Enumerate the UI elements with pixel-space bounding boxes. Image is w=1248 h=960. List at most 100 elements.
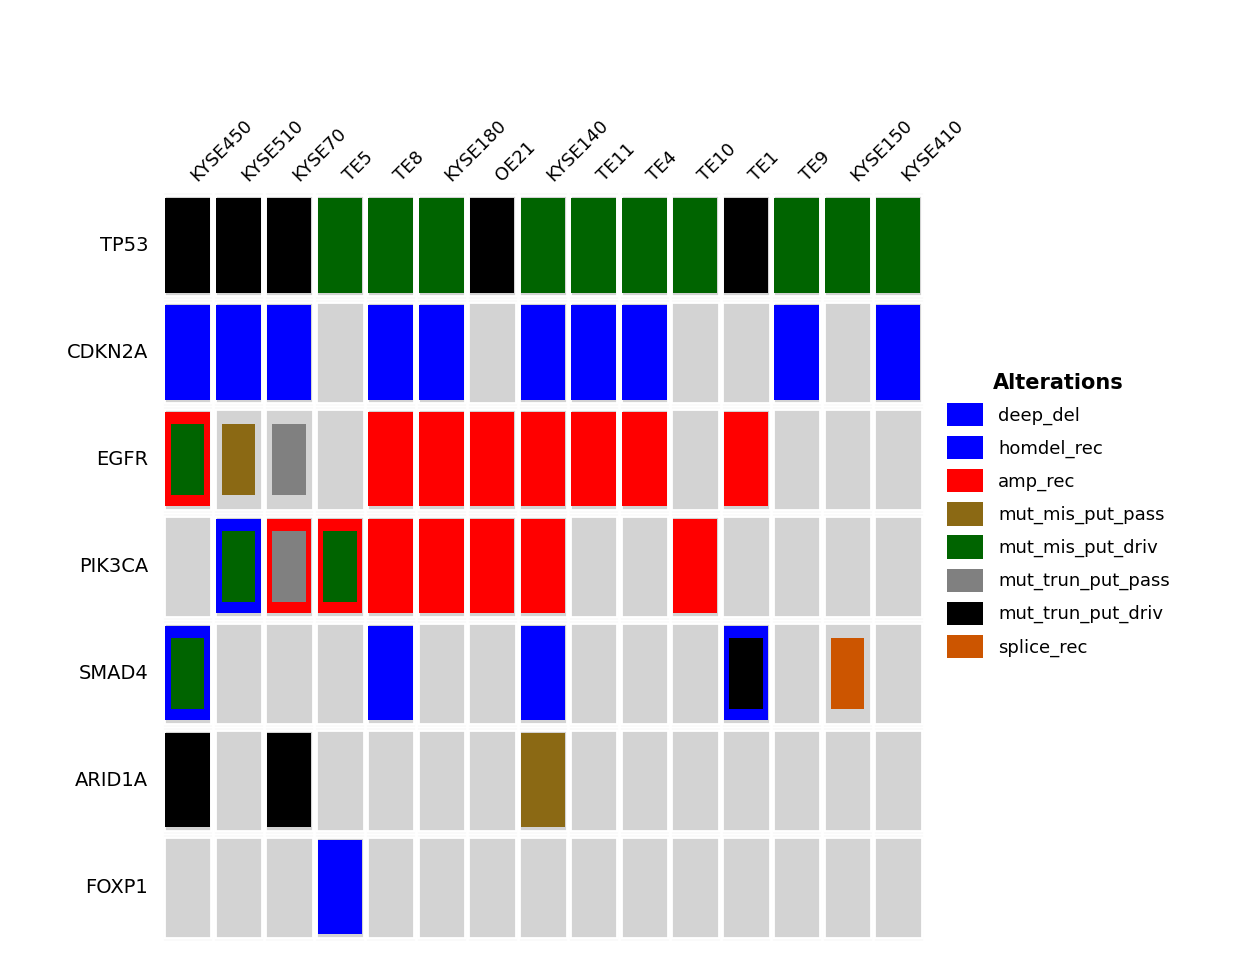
Bar <box>824 516 871 616</box>
Bar <box>831 638 864 708</box>
Bar <box>570 409 618 510</box>
Bar <box>620 302 668 403</box>
Bar <box>163 409 211 510</box>
Bar <box>215 302 262 403</box>
Bar <box>316 623 363 724</box>
Bar <box>572 199 617 293</box>
Bar <box>824 837 871 938</box>
Bar <box>163 195 211 296</box>
Bar <box>468 837 515 938</box>
Bar <box>723 730 770 830</box>
Bar <box>570 730 618 830</box>
Bar <box>215 623 262 724</box>
Bar <box>774 199 819 293</box>
Bar <box>368 413 413 507</box>
Bar <box>367 730 414 830</box>
Bar <box>368 305 413 399</box>
Bar <box>773 195 820 296</box>
Bar <box>620 837 668 938</box>
Bar <box>724 413 769 507</box>
Bar <box>519 516 567 616</box>
Bar <box>316 409 363 510</box>
Bar <box>266 302 313 403</box>
Bar <box>468 302 515 403</box>
Bar <box>367 409 414 510</box>
Bar <box>876 305 921 399</box>
Bar <box>418 302 466 403</box>
Bar <box>875 195 922 296</box>
Bar <box>671 837 719 938</box>
Bar <box>620 730 668 830</box>
Bar <box>620 409 668 510</box>
Bar <box>570 837 618 938</box>
Bar <box>671 409 719 510</box>
Bar <box>671 730 719 830</box>
Bar <box>419 305 464 399</box>
Bar <box>469 519 514 613</box>
Bar <box>673 199 718 293</box>
Bar <box>468 195 515 296</box>
Bar <box>171 424 205 494</box>
Bar <box>468 730 515 830</box>
Bar <box>469 413 514 507</box>
Bar <box>520 733 565 828</box>
Bar <box>825 199 870 293</box>
Bar <box>773 409 820 510</box>
Bar <box>267 519 312 613</box>
Bar <box>418 516 466 616</box>
Bar <box>724 199 769 293</box>
Bar <box>824 302 871 403</box>
Bar <box>620 623 668 724</box>
Bar <box>876 199 921 293</box>
Bar <box>215 195 262 296</box>
Bar <box>724 626 769 720</box>
Bar <box>266 195 313 296</box>
Bar <box>165 626 210 720</box>
Bar <box>570 195 618 296</box>
Bar <box>723 409 770 510</box>
Bar <box>368 199 413 293</box>
Bar <box>673 519 718 613</box>
Bar <box>671 302 719 403</box>
Bar <box>171 638 205 708</box>
Bar <box>520 305 565 399</box>
Bar <box>165 413 210 507</box>
Bar <box>317 199 362 293</box>
Bar <box>266 623 313 724</box>
Bar <box>622 305 666 399</box>
Bar <box>773 302 820 403</box>
Bar <box>419 413 464 507</box>
Bar <box>367 302 414 403</box>
Bar <box>773 516 820 616</box>
Bar <box>875 837 922 938</box>
Bar <box>316 302 363 403</box>
Bar <box>222 424 255 494</box>
Bar <box>572 305 617 399</box>
Bar <box>671 516 719 616</box>
Legend: deep_del, homdel_rec, amp_rec, mut_mis_put_pass, mut_mis_put_driv, mut_trun_put_: deep_del, homdel_rec, amp_rec, mut_mis_p… <box>940 366 1177 665</box>
Bar <box>215 837 262 938</box>
Bar <box>723 195 770 296</box>
Bar <box>572 413 617 507</box>
Bar <box>163 837 211 938</box>
Bar <box>272 531 306 602</box>
Bar <box>222 531 255 602</box>
Bar <box>773 623 820 724</box>
Bar <box>163 623 211 724</box>
Bar <box>520 626 565 720</box>
Bar <box>317 519 362 613</box>
Bar <box>367 623 414 724</box>
Bar <box>272 424 306 494</box>
Bar <box>519 623 567 724</box>
Bar <box>570 302 618 403</box>
Bar <box>723 302 770 403</box>
Bar <box>267 733 312 828</box>
Bar <box>367 516 414 616</box>
Bar <box>729 638 763 708</box>
Bar <box>620 516 668 616</box>
Bar <box>163 516 211 616</box>
Bar <box>316 516 363 616</box>
Bar <box>824 195 871 296</box>
Bar <box>419 199 464 293</box>
Bar <box>266 730 313 830</box>
